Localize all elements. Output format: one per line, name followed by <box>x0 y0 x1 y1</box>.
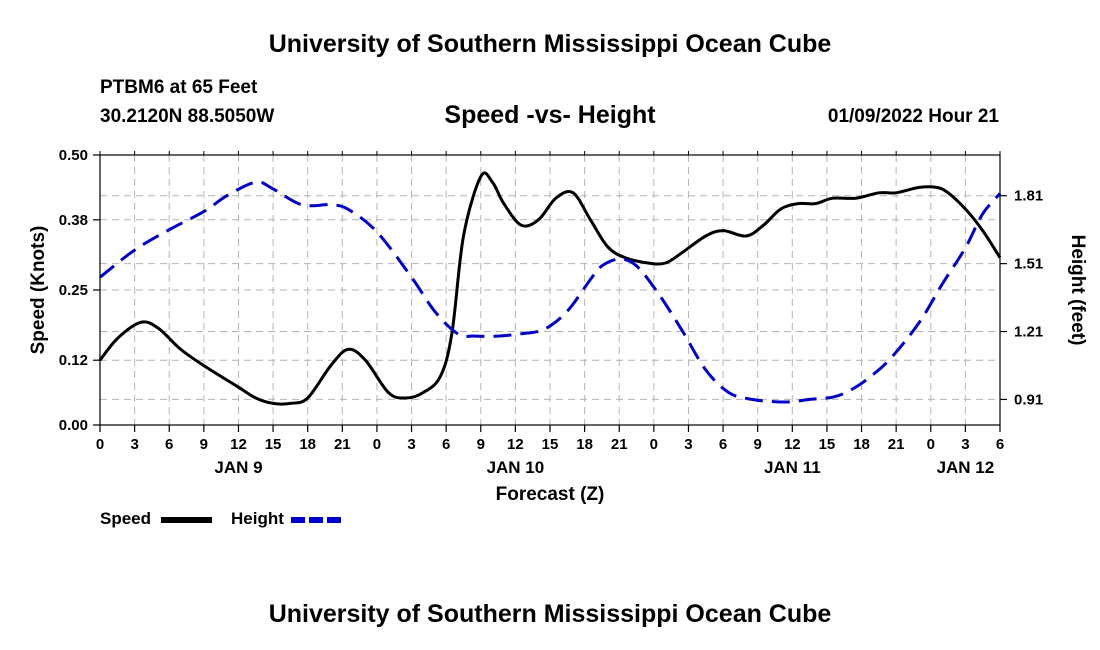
legend: Speed Height <box>100 509 342 528</box>
y2-tick-label: 0.91 <box>1014 391 1043 408</box>
y2-axis-title: Height (feet) <box>1067 235 1088 346</box>
y-tick-label: 0.12 <box>59 352 88 369</box>
x-tick-label: 0 <box>650 436 658 453</box>
legend-speed-label: Speed <box>100 509 151 528</box>
station-label: PTBM6 at 65 Feet <box>100 77 258 98</box>
x-tick-label: 9 <box>477 436 485 453</box>
series-layer <box>98 171 1002 406</box>
x-tick-label: 3 <box>130 436 138 453</box>
day-label: JAN 11 <box>764 458 821 477</box>
x-tick-label: 15 <box>542 436 559 453</box>
y-axis-title: Speed (Knots) <box>28 226 49 355</box>
x-tick-label: 12 <box>784 436 801 453</box>
y2-tick-label: 1.81 <box>1014 188 1043 205</box>
x-tick-label: 0 <box>373 436 381 453</box>
y2-tick-label: 1.51 <box>1014 256 1043 273</box>
forecast-datetime: 01/09/2022 Hour 21 <box>827 106 999 127</box>
y-tick-label: 0.25 <box>59 282 88 299</box>
station-coordinates: 30.2120N 88.5050W <box>100 106 275 127</box>
x-tick-label: 6 <box>996 436 1004 453</box>
x-tick-label: 21 <box>334 436 351 453</box>
x-tick-label: 6 <box>442 436 450 453</box>
x-tick-label: 18 <box>853 436 870 453</box>
main-title: University of Southern Mississippi Ocean… <box>268 30 832 58</box>
y-tick-label: 0.00 <box>59 417 88 434</box>
y-tick-label: 0.38 <box>59 212 88 229</box>
x-tick-label: 21 <box>888 436 905 453</box>
y2-tick-label: 1.21 <box>1014 324 1043 341</box>
footer-title: University of Southern Mississippi Ocean… <box>268 600 832 628</box>
x-tick-label: 18 <box>299 436 316 453</box>
x-tick-label: 15 <box>265 436 282 453</box>
grid-layer <box>100 155 1000 425</box>
x-tick-label: 6 <box>719 436 727 453</box>
day-label: JAN 10 <box>487 458 545 477</box>
x-tick-label: 3 <box>684 436 692 453</box>
chart-subtitle: Speed -vs- Height <box>444 101 656 129</box>
x-tick-label: 9 <box>200 436 208 453</box>
x-axis-title: Forecast (Z) <box>496 484 605 505</box>
x-tick-label: 3 <box>961 436 969 453</box>
legend-height-label: Height <box>231 509 284 528</box>
day-label: JAN 9 <box>214 458 262 477</box>
x-tick-label: 3 <box>407 436 415 453</box>
x-tick-label: 21 <box>611 436 628 453</box>
series-line-height <box>99 180 1002 404</box>
axis-layer: 0 3 6 9 12 15 18 21 0 3 6 9 12 15 18 21 0 3 6 9 12 15 18 21 0 3 6 0… <box>59 147 1043 477</box>
x-tick-label: 9 <box>754 436 762 453</box>
x-tick-label: 12 <box>507 436 524 453</box>
x-tick-label: 18 <box>576 436 593 453</box>
x-tick-label: 15 <box>819 436 836 453</box>
x-tick-label: 12 <box>230 436 247 453</box>
day-label: JAN 12 <box>937 458 995 477</box>
x-tick-label: 6 <box>165 436 173 453</box>
series-line-speed <box>98 171 1002 406</box>
x-tick-label: 0 <box>927 436 935 453</box>
x-tick-label: 0 <box>96 436 104 453</box>
y-tick-label: 0.50 <box>59 147 88 164</box>
